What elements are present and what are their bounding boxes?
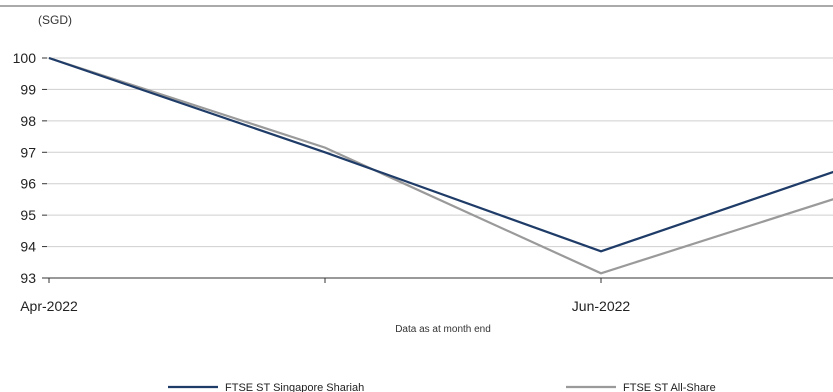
- y-tick-label: 96: [20, 176, 36, 192]
- x-axis-ticks: Apr-2022 Jun-2022: [20, 278, 630, 314]
- y-tick-label: 95: [20, 207, 36, 223]
- series-line: [48, 56, 833, 275]
- gridlines: [47, 57, 833, 248]
- unit-label: (SGD): [38, 13, 72, 27]
- y-tick-label: 100: [13, 50, 37, 66]
- y-tick-label: 97: [20, 144, 36, 160]
- y-axis-ticks: 93 94 95 96 97 98 99 100: [13, 50, 47, 286]
- series-line: [48, 56, 833, 253]
- legend-label: FTSE ST All-Share: [623, 382, 716, 392]
- x-tick-label: Jun-2022: [572, 298, 631, 314]
- y-tick-label: 99: [20, 81, 36, 97]
- legend-label: FTSE ST Singapore Shariah: [225, 382, 364, 392]
- y-tick-label: 94: [20, 239, 36, 255]
- series-lines: [48, 56, 833, 275]
- y-tick-label: 98: [20, 113, 36, 129]
- y-tick-label: 93: [20, 270, 36, 286]
- x-tick-label: Apr-2022: [20, 298, 78, 314]
- legend: FTSE ST Singapore Shariah FTSE ST All-Sha…: [168, 382, 716, 392]
- footnote: Data as at month end: [395, 324, 491, 335]
